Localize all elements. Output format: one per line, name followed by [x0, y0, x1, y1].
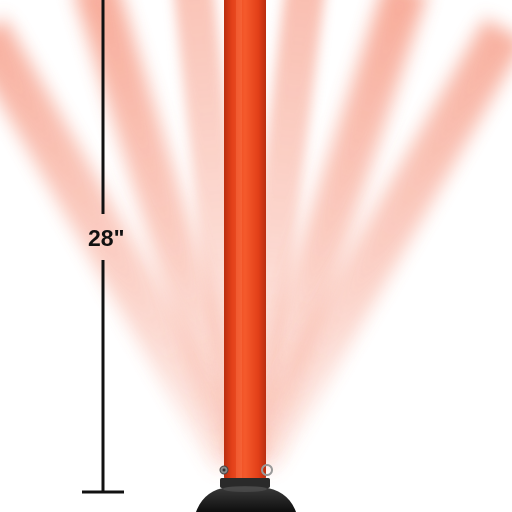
post-base [196, 478, 296, 512]
dimension-label: 28" [88, 225, 125, 251]
motion-blur-fan [0, 0, 512, 475]
motion-ghost-far-right [235, 18, 512, 475]
main-post [224, 0, 266, 480]
pivot-ring-icon [261, 464, 273, 476]
dimension-line [82, 0, 124, 494]
pivot-bolt-icon [219, 465, 229, 475]
motion-ghost-right [231, 0, 428, 469]
motion-ghost-far-left [0, 18, 255, 475]
